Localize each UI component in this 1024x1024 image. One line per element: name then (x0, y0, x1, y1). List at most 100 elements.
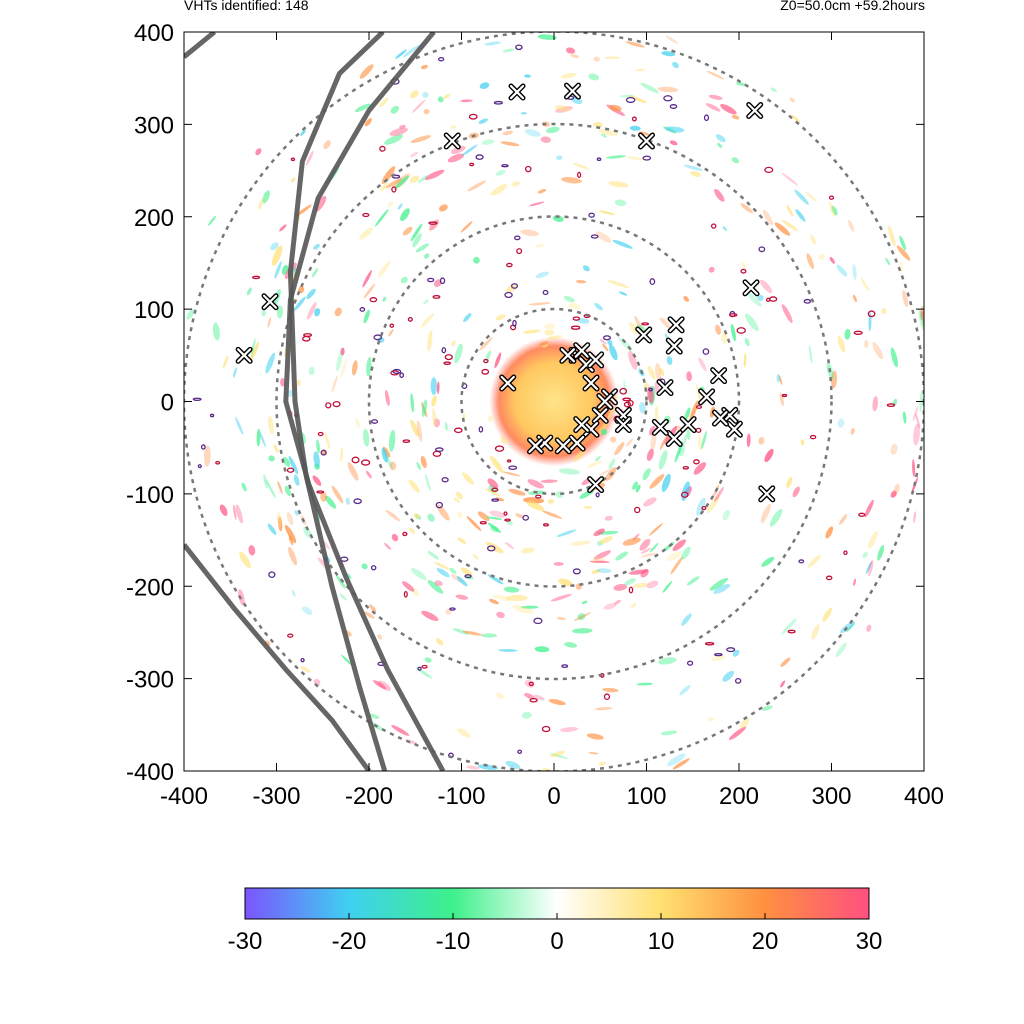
field-cell (473, 256, 480, 264)
field-cell (427, 513, 435, 522)
field-cell (415, 243, 430, 253)
vht-marker (614, 416, 632, 434)
field-cell (408, 527, 416, 534)
field-cell (521, 711, 532, 719)
field-cell (913, 511, 916, 524)
field-cell (713, 583, 731, 594)
field-cell (698, 357, 707, 372)
field-cell (794, 189, 809, 205)
field-cell (377, 260, 391, 278)
field-cell (705, 103, 721, 112)
vorticity-contour (764, 166, 774, 173)
field-cell (661, 473, 671, 492)
field-cell (721, 331, 728, 345)
field-cell (779, 392, 784, 407)
field-cell (487, 415, 494, 422)
field-cell (481, 139, 495, 145)
vorticity-contour (515, 44, 523, 51)
vht-marker (758, 485, 776, 503)
field-cell (490, 184, 508, 196)
vht-marker (587, 351, 605, 369)
field-cell (461, 144, 478, 156)
field-cell (789, 97, 795, 103)
vorticity-contour (290, 157, 296, 162)
vht-marker-fill (237, 348, 252, 363)
field-cell (390, 105, 399, 114)
field-cell (488, 598, 499, 605)
vht-marker (635, 326, 653, 344)
field-cell (602, 687, 619, 693)
field-cell (239, 551, 251, 569)
field-cell (373, 680, 387, 690)
field-cell (672, 758, 690, 770)
field-cell (423, 109, 430, 115)
field-cell (365, 470, 372, 479)
vorticity-contour (209, 413, 215, 418)
field-cell (563, 295, 575, 303)
field-cell (746, 291, 762, 307)
vorticity-contour (535, 494, 542, 499)
field-cell (643, 497, 657, 507)
field-cell (593, 122, 603, 128)
field-cell (714, 487, 724, 502)
field-cell (306, 301, 317, 320)
field-cell (324, 495, 337, 509)
field-cell (460, 221, 473, 233)
colorbar-tick-label: 10 (648, 928, 675, 955)
field-cell (255, 148, 262, 156)
vorticity-contour (434, 447, 444, 452)
vorticity-contour (268, 571, 276, 578)
vorticity-contour (454, 427, 463, 434)
vorticity-contour (588, 212, 595, 218)
field-cell (740, 203, 754, 214)
vht-marker (679, 416, 697, 434)
field-cell (498, 649, 518, 652)
vorticity-contour (443, 361, 451, 365)
field-cell (453, 497, 461, 503)
field-cell (366, 357, 372, 377)
field-cell (300, 129, 306, 136)
field-cell (594, 707, 613, 711)
track-line (287, 32, 388, 771)
field-cell (776, 374, 781, 383)
field-cell (640, 82, 659, 94)
vht-marker (638, 132, 655, 150)
field-cell (560, 727, 579, 733)
field-cell (730, 323, 737, 342)
field-cell (595, 231, 612, 243)
field-cell (284, 525, 297, 544)
vorticity-contour (561, 664, 569, 669)
field-cell (436, 381, 440, 395)
field-cell (504, 586, 520, 593)
vht-marker (573, 342, 591, 360)
field-cell (410, 135, 432, 143)
field-cell (528, 302, 551, 306)
field-cell (599, 536, 613, 544)
vorticity-contour (631, 116, 637, 122)
vorticity-contour (427, 277, 435, 283)
field-cell (186, 308, 195, 320)
field-cell (389, 127, 408, 136)
vht-marker (667, 316, 685, 334)
field-cell (781, 172, 799, 186)
vorticity-contour (714, 653, 723, 657)
field-cell (570, 54, 580, 59)
vorticity-contour (769, 296, 778, 302)
field-cell (428, 225, 436, 231)
field-cell (384, 542, 392, 550)
colorbar-tick-label: -20 (332, 928, 367, 955)
field-cell (745, 313, 759, 332)
vorticity-contour (317, 431, 324, 437)
field-cell (438, 204, 448, 212)
field-cell (305, 150, 314, 166)
field-cell (811, 624, 820, 640)
vht-marker-fill (639, 133, 654, 149)
vorticity-contour (287, 633, 294, 638)
vht-marker-fill (711, 368, 726, 383)
field-cell (427, 580, 444, 594)
field-cell (361, 563, 368, 570)
field-cell (902, 290, 909, 307)
field-cell (720, 104, 737, 115)
vorticity-contour (516, 248, 523, 255)
field-cell (466, 516, 482, 531)
